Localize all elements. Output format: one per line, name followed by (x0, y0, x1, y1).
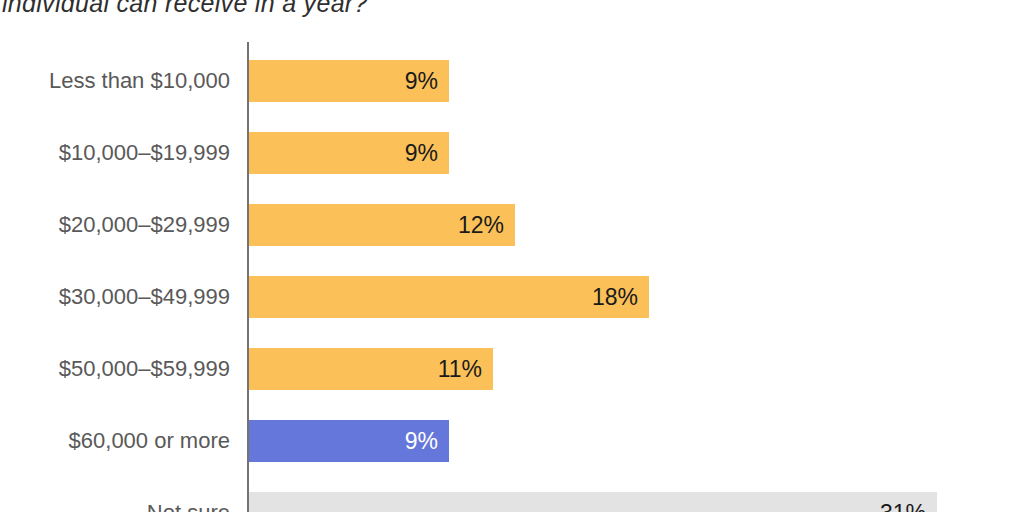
bar: 31% (249, 492, 937, 512)
chart-row: $20,000–$29,999 12% (0, 204, 1024, 246)
chart-row: $60,000 or more 9% (0, 420, 1024, 462)
category-label: $30,000–$49,999 (0, 276, 230, 318)
bar: 11% (249, 348, 493, 390)
chart-row: $30,000–$49,999 18% (0, 276, 1024, 318)
value-label: 31% (880, 500, 937, 512)
chart-row: $50,000–$59,999 11% (0, 348, 1024, 390)
bar: 18% (249, 276, 649, 318)
value-label: 18% (592, 284, 649, 311)
category-label: $10,000–$19,999 (0, 132, 230, 174)
chart-row: $10,000–$19,999 9% (0, 132, 1024, 174)
chart-row: Not sure 31% (0, 492, 1024, 512)
value-label: 9% (405, 68, 449, 95)
bar: 9% (249, 132, 449, 174)
value-label: 9% (405, 140, 449, 167)
bar: 12% (249, 204, 515, 246)
chart-row: Less than $10,000 9% (0, 60, 1024, 102)
bar: 9% (249, 420, 449, 462)
bar: 9% (249, 60, 449, 102)
value-label: 9% (405, 428, 449, 455)
category-label: Less than $10,000 (0, 60, 230, 102)
value-label: 12% (458, 212, 515, 239)
chart-title: individual can receive in a year? (2, 0, 368, 18)
chart-canvas: individual can receive in a year? Less t… (0, 0, 1024, 512)
category-label: $20,000–$29,999 (0, 204, 230, 246)
category-label: $50,000–$59,999 (0, 348, 230, 390)
category-label: $60,000 or more (0, 420, 230, 462)
category-label: Not sure (0, 492, 230, 512)
bar-chart: Less than $10,000 9% $10,000–$19,999 9% … (0, 42, 1024, 512)
value-label: 11% (438, 356, 493, 383)
